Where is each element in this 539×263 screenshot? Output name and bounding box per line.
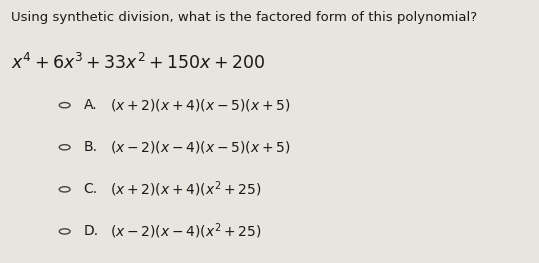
Text: D.: D. [84,224,99,239]
Text: B.: B. [84,140,98,154]
Text: $(x + 2)(x + 4)(x - 5)(x + 5)$: $(x + 2)(x + 4)(x - 5)(x + 5)$ [110,97,291,113]
Text: Using synthetic division, what is the factored form of this polynomial?: Using synthetic division, what is the fa… [11,11,477,23]
Text: $x^4 + 6x^3 + 33x^2 + 150x + 200$: $x^4 + 6x^3 + 33x^2 + 150x + 200$ [11,53,265,73]
Text: $(x - 2)(x - 4)(x^2 + 25)$: $(x - 2)(x - 4)(x^2 + 25)$ [110,222,262,241]
Text: $(x - 2)(x - 4)(x - 5)(x + 5)$: $(x - 2)(x - 4)(x - 5)(x + 5)$ [110,139,291,155]
Text: A.: A. [84,98,97,112]
Text: C.: C. [84,182,98,196]
Text: $(x + 2)(x + 4)(x^2 + 25)$: $(x + 2)(x + 4)(x^2 + 25)$ [110,180,262,199]
